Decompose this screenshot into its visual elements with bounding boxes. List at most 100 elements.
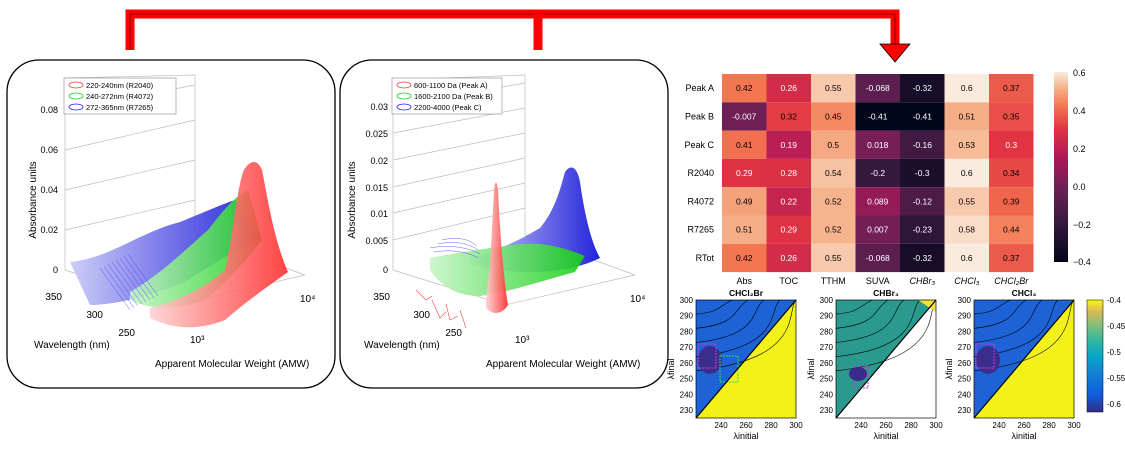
row-label: R2040 [687,168,714,178]
colorbar-tick: −0.4 [1073,257,1091,267]
panel-b-wl-ticks: 350 300 250 [373,292,462,339]
cell-value-label: 0.41 [736,140,753,150]
row-label: Peak C [684,140,714,150]
colorbar-ticks: 0.6 0.4 0.2 0.0 −0.2 −0.4 [1073,68,1091,267]
legend-blue-swatch [68,103,84,111]
contour-line [835,299,905,343]
legend-red-swatch [68,81,84,89]
panel-a-red-surface [150,162,288,328]
contour-fill-low [698,346,722,374]
z-tick: 0 [383,265,388,275]
contour-fill-low [976,346,1000,374]
heatmap-cell [989,102,1034,131]
wl-tick: 250 [445,328,462,339]
colorbar-tick: −0.2 [1073,220,1091,230]
z-tick: 0.08 [40,105,58,115]
cell-value-label: 0.34 [1003,168,1020,178]
x-tick: 300 [1067,421,1081,430]
heatmap-cell [989,215,1034,244]
arrow-head [879,43,911,63]
y-tick: 240 [680,390,694,399]
column-label: TOC [779,276,798,286]
legend-entry: 2200-4000 (Peak C) [396,103,482,112]
y-tick: 230 [680,406,694,415]
y-tick: 280 [958,327,972,336]
heatmap-cell [989,158,1034,188]
cell-value-label: -0.3 [915,168,930,178]
correlation-colorbar: 0.6 0.4 0.2 0.0 −0.2 −0.4 [1054,68,1091,267]
y-tick: 290 [680,312,694,321]
subplot-ylabel: λfinal [806,358,816,379]
heatmap-cell [944,215,989,244]
z-tick: 0.025 [365,129,388,139]
heatmap-cell [855,102,900,131]
cell-value-label: 0.53 [958,140,975,150]
cell-value-label: -0.068 [866,83,890,93]
cell-value-label: 0.32 [780,111,797,121]
y-tick: 230 [820,406,834,415]
heatmap-cell [722,243,767,273]
heatmap-cell [855,187,900,216]
colorbar-tick: 0.2 [1073,144,1086,154]
panel-b-amw-ticks: 10³ 10⁴ [515,294,645,346]
legend-label: 240-272nm (R4072) [86,92,154,101]
panel-a-amw-ticks: 10³ 10⁴ [190,294,315,346]
parula-colorbar: -0.4 -0.45 -0.5 -0.55 -0.6 [1086,296,1125,413]
column-label: SUVA [866,276,890,286]
subplot-title: CHCl₂Br [729,288,764,298]
colorbar-tick: 0.6 [1073,68,1086,78]
x-tick: 280 [764,421,778,430]
heatmap-cell [944,74,989,103]
y-tick: 240 [820,390,834,399]
region-marker [697,343,717,369]
x-tick: 240 [854,421,868,430]
cell-value-label: 0.28 [780,168,797,178]
z-tick: 0.02 [370,156,388,166]
row-label: RTot [696,253,715,263]
cell-value-label: 0.3 [1005,140,1017,150]
x-tick: 260 [879,421,893,430]
heatmap-cell [811,158,856,188]
colorbar-ticks: -0.4 -0.45 -0.5 -0.55 -0.6 [1107,296,1125,409]
subplot-frame [835,299,937,419]
subplot-frame [973,299,1075,419]
heatmap-cell [722,74,767,103]
heatmap-cell [766,158,811,188]
contour-line [973,299,1059,357]
legend-entry: 240-272nm (R4072) [68,92,154,101]
connecting-arrow [125,9,911,63]
subplot-ylabel: λfinal [666,358,676,379]
y-tick: 290 [820,312,834,321]
panel-b-ylabel: Absorbance units [347,161,358,238]
heatmap-cell [944,187,989,216]
cell-value-label: 0.52 [825,225,842,235]
cell-value-label: -0.2 [870,168,885,178]
y-tick: 260 [820,359,834,368]
wl-tick: 300 [413,310,430,321]
cell-value-label: -0.23 [913,225,933,235]
cell-value-label: -0.32 [913,253,933,263]
panel-a: 0 0.02 0.04 0.06 0.08 Absorbance units 3… [6,59,336,389]
column-label: Abs [736,276,752,286]
heatmap-cell [722,187,767,216]
heatmap-cell [766,215,811,244]
cell-value-label: 0.29 [736,168,753,178]
x-tick: 240 [992,421,1006,430]
subplot: CHBr₃ 300 290 280 270 260 250 240 230 240 260 280 30… [806,288,943,441]
amw-tick: 10³ [190,335,205,346]
cell-value-label: -0.16 [913,140,933,150]
row-label: Peak B [685,111,714,121]
legend-green-swatch [68,92,84,100]
panel-a-z-ticks: 0 0.02 0.04 0.06 0.08 [40,105,58,275]
z-tick: 0.06 [40,145,58,155]
heatmap-cell [989,187,1034,216]
panel-a-legend: 220-240nm (R2040) 240-272nm (R4072) 272-… [63,77,177,115]
contour-line [973,299,1075,372]
cell-value-label: -0.068 [866,253,890,263]
contour-line [695,299,797,372]
wl-tick: 350 [45,292,62,303]
panel-b-zlabel: Wavelength (nm) [364,340,440,351]
x-tick: 280 [904,421,918,430]
z-tick: 0.03 [370,102,388,112]
heatmap-cell [900,215,945,244]
